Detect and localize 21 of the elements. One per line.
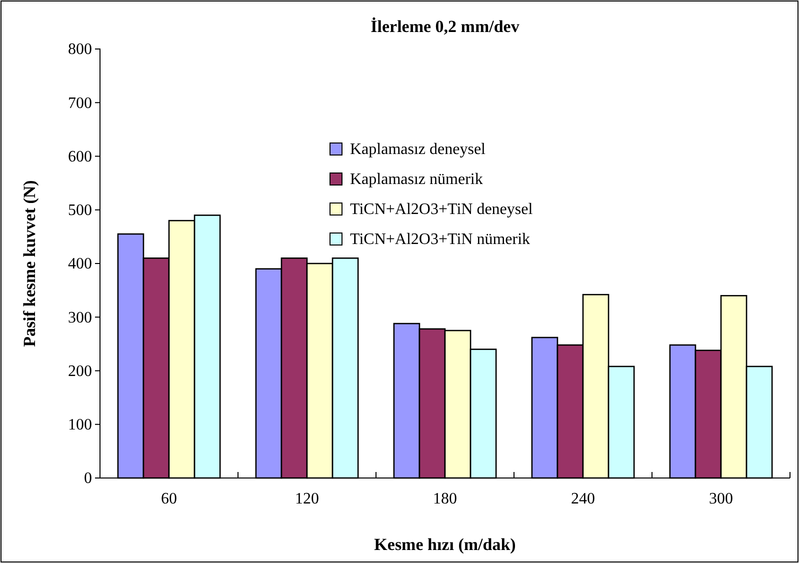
y-tick-label: 600 [68, 148, 92, 166]
y-tick-label: 700 [68, 94, 92, 112]
x-axis-title: Kesme hızı (m/dak) [374, 535, 516, 554]
y-tick-label: 100 [68, 416, 92, 434]
y-tick-label: 300 [68, 309, 92, 326]
y-tick-label: 0 [84, 470, 92, 488]
legend-label: TiCN+Al2O3+TiN nümerik [350, 231, 530, 248]
y-tick-label: 800 [68, 41, 92, 58]
y-tick-label: 500 [68, 202, 92, 219]
x-tick-label: 120 [295, 490, 319, 508]
x-tick-label: 300 [709, 490, 733, 508]
chart-title: İlerleme 0,2 mm/dev [370, 17, 520, 36]
legend-label: TiCN+Al2O3+TiN deneysel [350, 201, 534, 218]
legend-label: Kaplamasız nümerik [350, 171, 483, 188]
y-axis-title: Pasif kesme kuvvet (N) [20, 180, 39, 347]
x-tick-label: 240 [571, 490, 595, 508]
y-tick-label: 200 [68, 362, 92, 380]
y-tick-label: 400 [68, 256, 92, 273]
legend-label: Kaplamasız deneysel [350, 141, 486, 158]
x-tick-label: 60 [161, 490, 177, 508]
x-tick-label: 180 [433, 490, 457, 508]
